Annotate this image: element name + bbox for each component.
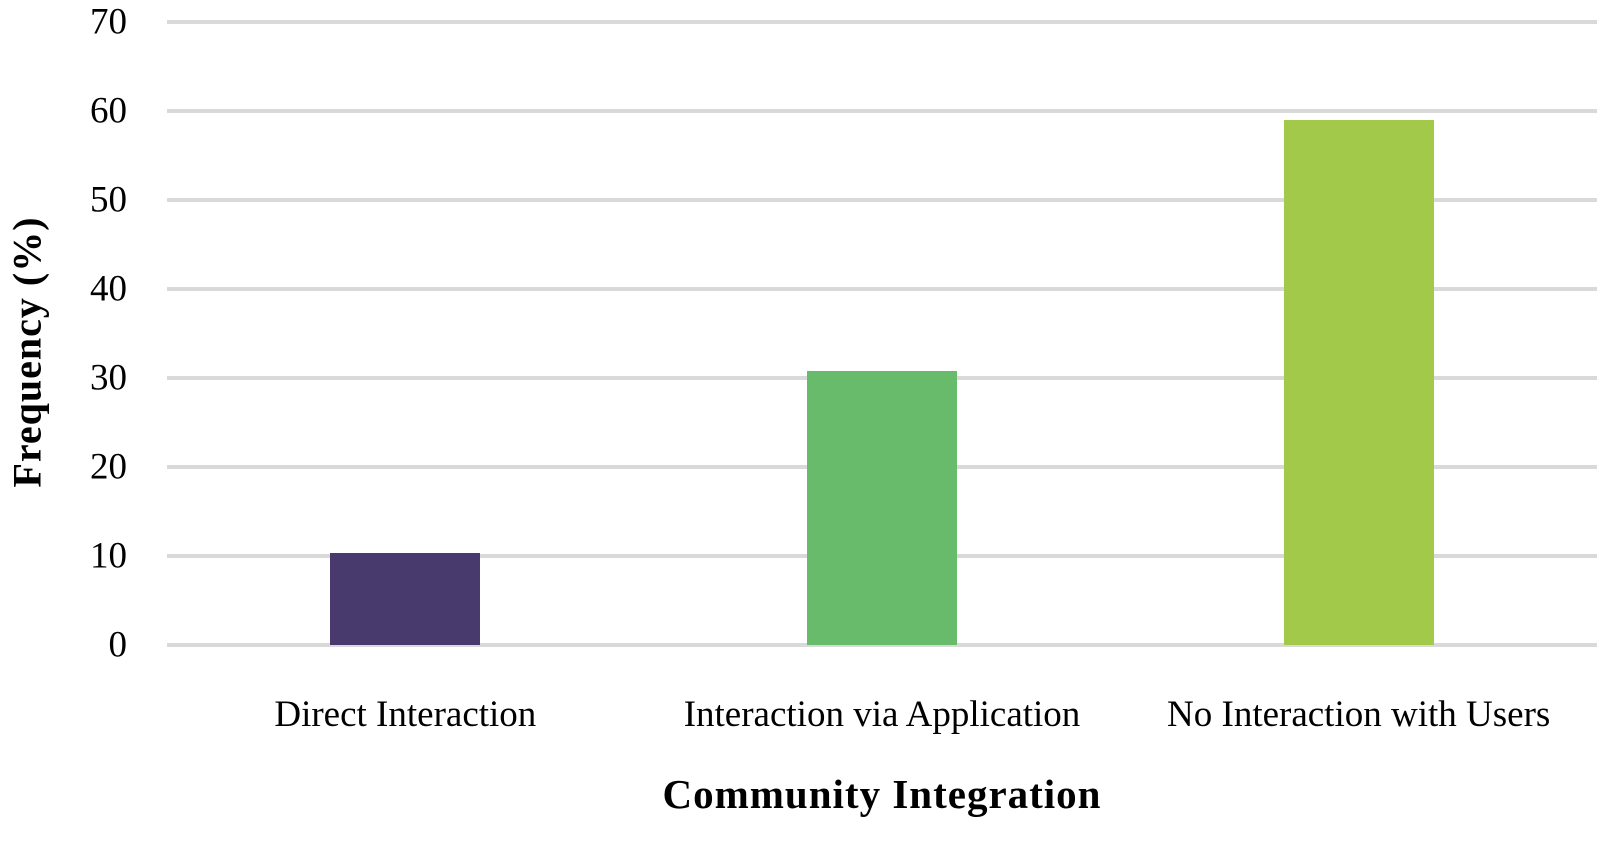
- gridline-y50: [167, 198, 1597, 202]
- bar-1: [330, 553, 481, 645]
- x-category-label-1: Direct Interaction: [274, 694, 537, 735]
- gridline-y60: [167, 109, 1597, 113]
- y-tick-label-30: 30: [90, 357, 127, 399]
- y-tick-label-70: 70: [90, 1, 127, 43]
- y-tick-label-20: 20: [90, 446, 127, 488]
- x-axis-title: Community Integration: [662, 771, 1102, 817]
- plot-area: [167, 20, 1597, 647]
- x-category-label-2: Interaction via Application: [683, 694, 1081, 735]
- y-tick-label-40: 40: [90, 268, 127, 310]
- y-tick-label-50: 50: [90, 179, 127, 221]
- y-tick-label-60: 60: [90, 90, 127, 132]
- bar-3: [1283, 119, 1434, 645]
- gridline-y70: [167, 20, 1597, 24]
- gridline-y0: [167, 643, 1597, 647]
- y-axis-title: Frequency (%): [4, 216, 50, 488]
- gridline-y40: [167, 287, 1597, 291]
- bar-2: [807, 370, 957, 645]
- y-tick-label-0: 0: [108, 624, 128, 666]
- y-tick-label-10: 10: [90, 535, 127, 577]
- x-category-label-3: No Interaction with Users: [1167, 694, 1551, 735]
